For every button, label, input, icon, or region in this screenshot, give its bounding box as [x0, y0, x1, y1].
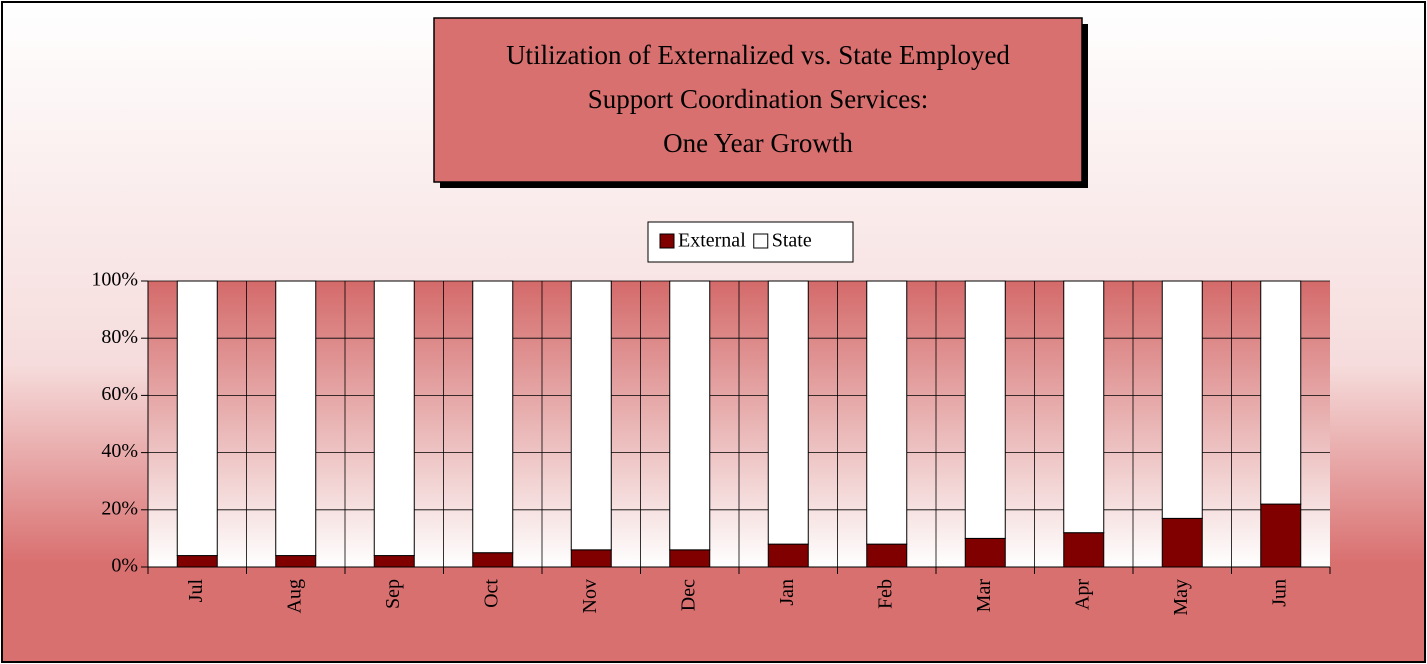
bar-segment [1063, 532, 1105, 568]
bar-segment [669, 549, 711, 568]
x-tick-label: May [1170, 579, 1192, 616]
bar-segment [275, 280, 317, 557]
bar-segment [176, 555, 218, 568]
bar-segment [1063, 280, 1105, 534]
chart-title: Support Coordination Services: [588, 84, 928, 114]
y-tick-label: 80% [101, 326, 138, 348]
y-tick-label: 20% [101, 497, 138, 519]
bar-segment [1260, 280, 1302, 505]
y-tick-label: 100% [91, 269, 138, 291]
legend-label: State [772, 230, 812, 252]
legend-swatch [753, 233, 769, 249]
bar-segment [866, 543, 908, 568]
bar-segment [1161, 517, 1203, 568]
bar-segment [767, 280, 809, 545]
x-tick-label: Jan [776, 579, 798, 606]
bar-segment [275, 555, 317, 568]
x-tick-label: Aug [283, 579, 305, 613]
bar-segment [570, 549, 612, 568]
bar-segment [472, 552, 514, 568]
title-box [433, 17, 1083, 183]
bar-segment [1161, 280, 1203, 519]
bar-segment [472, 280, 514, 554]
chart-title: Utilization of Externalized vs. State Em… [506, 40, 1010, 70]
x-tick-label: Dec [677, 579, 699, 611]
bar-segment [767, 543, 809, 568]
bar-segment [1260, 503, 1302, 568]
legend-swatch [659, 233, 675, 249]
bar-segment [570, 280, 612, 551]
x-tick-label: Mar [973, 579, 995, 613]
x-tick-label: Jun [1268, 579, 1290, 607]
bar-segment [669, 280, 711, 551]
x-tick-label: Nov [579, 579, 601, 613]
bar-segment [373, 555, 415, 568]
y-tick-label: 60% [101, 383, 138, 405]
x-tick-label: Oct [480, 579, 502, 608]
x-tick-label: Sep [382, 579, 404, 609]
bar-segment [866, 280, 908, 545]
bar-segment [373, 280, 415, 557]
bar-segment [176, 280, 218, 557]
bar-segment [964, 280, 1006, 539]
y-tick-label: 40% [101, 440, 138, 462]
x-tick-label: Jul [185, 579, 207, 603]
chart-title: One Year Growth [663, 128, 853, 158]
bar-segment [964, 537, 1006, 568]
x-tick-label: Apr [1071, 579, 1093, 610]
legend-label: External [678, 230, 746, 252]
legend-box [647, 221, 854, 263]
x-tick-label: Feb [874, 579, 896, 609]
y-tick-label: 0% [111, 555, 138, 577]
